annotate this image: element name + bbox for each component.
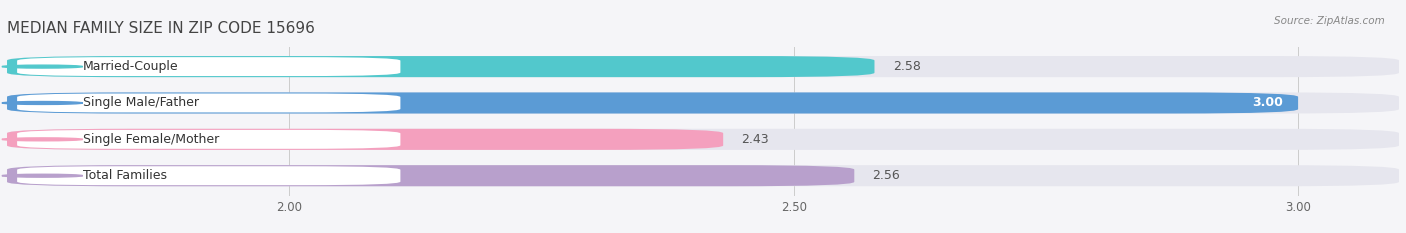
Text: 2.56: 2.56	[873, 169, 900, 182]
FancyBboxPatch shape	[7, 93, 1399, 113]
FancyBboxPatch shape	[7, 165, 1399, 186]
Circle shape	[1, 102, 83, 104]
Text: Single Female/Mother: Single Female/Mother	[83, 133, 219, 146]
FancyBboxPatch shape	[7, 56, 1399, 77]
Text: 3.00: 3.00	[1253, 96, 1282, 110]
Circle shape	[1, 65, 83, 68]
FancyBboxPatch shape	[17, 57, 401, 76]
FancyBboxPatch shape	[7, 129, 1399, 150]
FancyBboxPatch shape	[7, 129, 723, 150]
Text: Source: ZipAtlas.com: Source: ZipAtlas.com	[1274, 16, 1385, 26]
Text: 2.58: 2.58	[893, 60, 921, 73]
FancyBboxPatch shape	[7, 93, 1298, 113]
FancyBboxPatch shape	[7, 56, 875, 77]
Circle shape	[1, 138, 83, 141]
Text: 2.43: 2.43	[741, 133, 769, 146]
FancyBboxPatch shape	[7, 165, 855, 186]
Text: Married-Couple: Married-Couple	[83, 60, 179, 73]
Text: MEDIAN FAMILY SIZE IN ZIP CODE 15696: MEDIAN FAMILY SIZE IN ZIP CODE 15696	[7, 21, 315, 36]
Text: Total Families: Total Families	[83, 169, 167, 182]
Circle shape	[1, 174, 83, 177]
FancyBboxPatch shape	[17, 93, 401, 113]
Text: Single Male/Father: Single Male/Father	[83, 96, 198, 110]
FancyBboxPatch shape	[17, 130, 401, 149]
FancyBboxPatch shape	[17, 166, 401, 185]
